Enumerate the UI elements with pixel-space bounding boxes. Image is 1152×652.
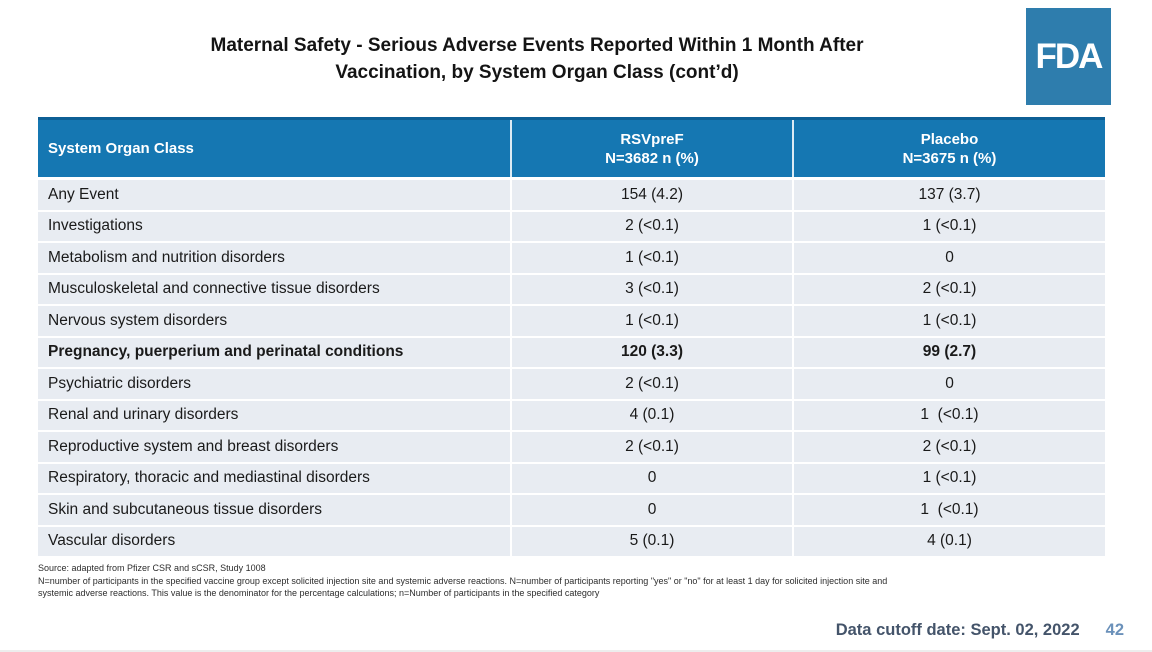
rsvpref-cell: 0 (510, 463, 792, 493)
soc-cell: Reproductive system and breast disorders (48, 437, 339, 455)
fda-logo: FDA (1026, 8, 1111, 105)
soc-cell: Metabolism and nutrition disorders (48, 248, 285, 266)
soc-cell: Psychiatric disorders (48, 374, 191, 392)
rsvpref-cell: 120 (3.3) (510, 337, 792, 367)
soc-cell: Nervous system disorders (48, 311, 228, 329)
rsvpref-cell: 2 (<0.1) (510, 432, 792, 462)
col-header-system-organ-class: System Organ Class (38, 120, 510, 177)
rsvpref-cell: 154 (4.2) (510, 180, 792, 210)
col-header-rsvpref-name: RSVpreF (620, 130, 684, 148)
bottom-edge-divider (0, 650, 1152, 652)
placebo-cell: 4 (0.1) (792, 526, 1105, 556)
rsvpref-cell: 0 (510, 495, 792, 525)
col-header-soc-label: System Organ Class (48, 140, 194, 157)
placebo-cell: 2 (<0.1) (792, 432, 1105, 462)
slide-title: Maternal Safety - Serious Adverse Events… (0, 32, 1074, 86)
placebo-cell: 2 (<0.1) (792, 274, 1105, 304)
footnotes: Source: adapted from Pfizer CSR and sCSR… (38, 562, 1123, 600)
col-header-rsvpref-n: N=3682 n (%) (605, 149, 699, 167)
table-row: Respiratory, thoracic and mediastinal di… (38, 463, 1105, 495)
placebo-cell: 1 (<0.1) (792, 400, 1105, 430)
data-cutoff-date: Data cutoff date: Sept. 02, 2022 (835, 621, 1080, 639)
table-row: Any Event 154 (4.2) 137 (3.7) (38, 180, 1105, 212)
adverse-events-table: System Organ Class RSVpreF N=3682 n (%) … (38, 117, 1105, 558)
footnote-definition-line1: N=number of participants in the specifie… (38, 575, 888, 586)
table-row: Renal and urinary disorders 4 (0.1) 1 (<0.… (38, 400, 1105, 432)
table-row: Vascular disorders 5 (0.1) 4 (0.1) (38, 526, 1105, 558)
col-header-rsvpref: RSVpreF N=3682 n (%) (510, 120, 792, 177)
table-row: Reproductive system and breast disorders… (38, 432, 1105, 464)
soc-cell: Any Event (48, 185, 119, 203)
table-row: Skin and subcutaneous tissue disorders 0 1… (38, 495, 1105, 527)
soc-cell: Investigations (48, 217, 143, 235)
page-number: 42 (1105, 621, 1124, 639)
soc-cell: Respiratory, thoracic and mediastinal di… (48, 469, 370, 487)
slide-title-line1: Maternal Safety - Serious Adverse Events… (210, 35, 864, 56)
rsvpref-cell: 3 (<0.1) (510, 274, 792, 304)
rsvpref-cell: 2 (<0.1) (510, 211, 792, 241)
col-header-placebo-name: Placebo (920, 130, 979, 148)
table-row: Psychiatric disorders 2 (<0.1) 0 (38, 369, 1105, 401)
table-row: Nervous system disorders 1 (<0.1) 1 (<0.1) (38, 306, 1105, 338)
col-header-placebo-n: N=3675 n (%) (902, 149, 997, 167)
soc-cell: Renal and urinary disorders (48, 406, 239, 424)
placebo-cell: 0 (792, 369, 1105, 399)
table-row: Metabolism and nutrition disorders 1 (<0.… (38, 243, 1105, 275)
table-row: Investigations 2 (<0.1) 1 (<0.1) (38, 211, 1105, 243)
footnote-definition-line2: systemic adverse reactions. This value i… (38, 588, 600, 598)
rsvpref-cell: 2 (<0.1) (510, 369, 792, 399)
footnote-source: Source: adapted from Pfizer CSR and sCSR… (38, 563, 266, 573)
table-row: Musculoskeletal and connective tissue di… (38, 274, 1105, 306)
placebo-cell: 99 (2.7) (792, 337, 1105, 367)
rsvpref-cell: 1 (<0.1) (510, 243, 792, 273)
table-body: Any Event 154 (4.2) 137 (3.7) Investigation… (38, 177, 1105, 558)
placebo-cell: 1 (<0.1) (792, 463, 1105, 493)
table-header-row: System Organ Class RSVpreF N=3682 n (%) … (38, 117, 1105, 177)
placebo-cell: 1 (<0.1) (792, 211, 1105, 241)
placebo-cell: 137 (3.7) (792, 180, 1105, 210)
col-header-placebo: Placebo N=3675 n (%) (792, 120, 1105, 177)
soc-cell: Vascular disorders (48, 532, 176, 550)
soc-cell: Pregnancy, puerperium and perinatal cond… (48, 343, 404, 361)
rsvpref-cell: 1 (<0.1) (510, 306, 792, 336)
rsvpref-cell: 5 (0.1) (510, 526, 792, 556)
table-row: Pregnancy, puerperium and perinatal cond… (38, 337, 1105, 369)
placebo-cell: 1 (<0.1) (792, 495, 1105, 525)
soc-cell: Skin and subcutaneous tissue disorders (48, 500, 322, 518)
slide-footer: Data cutoff date: Sept. 02, 2022 42 (836, 621, 1124, 640)
slide-title-line2: Vaccination, by System Organ Class (cont… (335, 62, 739, 83)
fda-logo-text: FDA (1035, 36, 1104, 76)
rsvpref-cell: 4 (0.1) (510, 400, 792, 430)
soc-cell: Musculoskeletal and connective tissue di… (48, 280, 380, 298)
placebo-cell: 0 (792, 243, 1105, 273)
placebo-cell: 1 (<0.1) (792, 306, 1105, 336)
